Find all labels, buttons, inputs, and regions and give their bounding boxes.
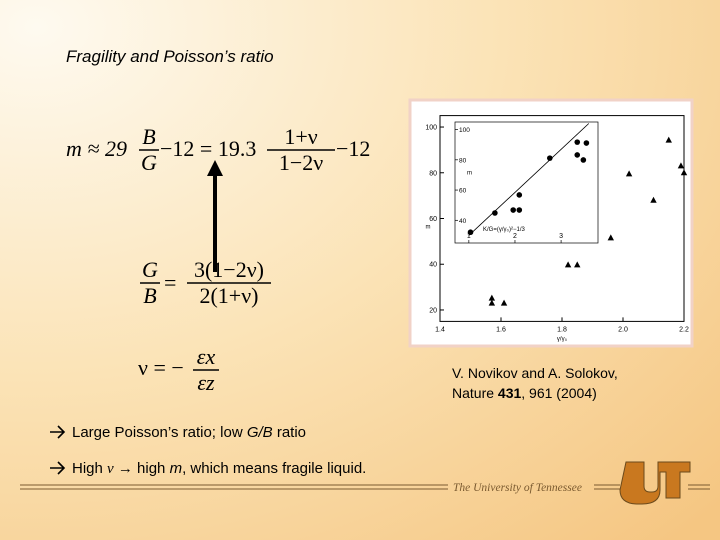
equation-text: 1+ν xyxy=(284,124,317,149)
footer-text: The University of Tennessee xyxy=(453,482,582,494)
equation-text: B xyxy=(143,283,156,308)
bullet-text: High xyxy=(72,460,107,477)
logo xyxy=(619,461,691,505)
equation-text: 2(1+ν) xyxy=(199,283,258,308)
y-tick-label: 20 xyxy=(429,307,437,314)
data-point xyxy=(607,234,614,241)
data-point xyxy=(574,139,581,145)
inset-y-tick-label: 60 xyxy=(459,188,467,195)
equation-text: m ≈ 29 xyxy=(66,136,127,161)
arrow-head xyxy=(207,160,223,176)
x-tick-label: 1.8 xyxy=(557,326,567,333)
bullet: High ν → high m, which means fragile liq… xyxy=(72,460,366,477)
data-point xyxy=(650,196,657,203)
x-tick-label: 1.4 xyxy=(435,326,445,333)
inset-y-tick-label: 80 xyxy=(459,157,467,164)
equation-text: G xyxy=(142,257,158,282)
bullet-text: ν xyxy=(107,461,114,477)
volume: 431 xyxy=(498,385,522,401)
data-point xyxy=(680,169,688,176)
bullet-text: → high xyxy=(114,460,170,477)
inset-y-tick-label: 100 xyxy=(459,127,470,134)
y-axis-label: m xyxy=(426,225,431,231)
bullet-text: , which means fragile liquid. xyxy=(182,460,366,477)
data-point xyxy=(665,136,672,143)
inset-x-label: K/G=(γ/γ₀)²−1/3 xyxy=(483,227,525,233)
equation-text: −12 xyxy=(336,136,370,161)
data-point xyxy=(547,155,553,161)
equation-text: −12 = 19.3 xyxy=(160,136,256,161)
equation-text: εz xyxy=(197,370,215,395)
data-point xyxy=(500,299,508,306)
data-point xyxy=(488,294,496,301)
journal: Nature xyxy=(452,385,498,401)
pages: , 961 (2004) xyxy=(521,385,597,401)
fit-line xyxy=(468,123,590,236)
bullet-arrow xyxy=(50,425,66,439)
data-point xyxy=(625,170,633,177)
x-tick-label: 2.0 xyxy=(618,326,628,333)
equation-text: G xyxy=(141,150,157,175)
data-point xyxy=(467,229,474,236)
data-point xyxy=(492,210,498,216)
inset-x-tick-label: 2 xyxy=(513,233,517,240)
equation-text: εx xyxy=(197,344,216,369)
data-point xyxy=(516,207,523,213)
inset-frame xyxy=(454,121,599,244)
equation-text: = xyxy=(164,270,176,295)
bullet-text: ratio xyxy=(273,424,306,441)
inset-x-tick-label: 3 xyxy=(559,233,563,240)
x-tick-label: 2.2 xyxy=(679,326,689,333)
equation-text: ν = − xyxy=(138,355,184,380)
slide-title: Fragility and Poisson’s ratio xyxy=(66,47,274,66)
bullet-text: m xyxy=(170,460,183,477)
data-point xyxy=(510,207,516,213)
figure-frame xyxy=(408,98,694,348)
data-point xyxy=(516,192,523,198)
y-tick-label: 80 xyxy=(429,170,437,177)
y-tick-label: 100 xyxy=(425,125,437,132)
inset-x-tick-label: 1 xyxy=(467,233,471,240)
data-point xyxy=(488,299,496,306)
equation-text: B xyxy=(142,124,155,149)
y-tick-label: 40 xyxy=(429,262,437,269)
data-point xyxy=(677,162,685,169)
y-tick-label: 60 xyxy=(429,216,437,223)
x-tick-label: 1.6 xyxy=(496,326,506,333)
bullet-text: Large Poisson’s ratio; low xyxy=(72,424,247,441)
data-point xyxy=(564,261,572,268)
equation-text: 1−2ν xyxy=(279,150,323,175)
equation-text: 3(1−2ν) xyxy=(194,257,264,282)
inset-y-tick-label: 40 xyxy=(459,218,467,225)
bullet-arrow xyxy=(50,461,66,475)
footer-rules xyxy=(20,484,710,490)
bullet: Large Poisson’s ratio; low G/B ratio xyxy=(72,424,306,441)
citation-line: V. Novikov and A. Solokov, xyxy=(452,365,618,381)
bullet-text: G/B xyxy=(247,424,273,441)
x-axis-label: γ/γ₀ xyxy=(557,336,568,342)
data-point xyxy=(574,261,581,268)
inset-y-label: m xyxy=(467,171,472,177)
data-point xyxy=(580,157,587,163)
citation-line: Nature 431, 961 (2004) xyxy=(452,385,597,401)
data-point xyxy=(574,152,581,158)
data-point xyxy=(583,140,590,146)
